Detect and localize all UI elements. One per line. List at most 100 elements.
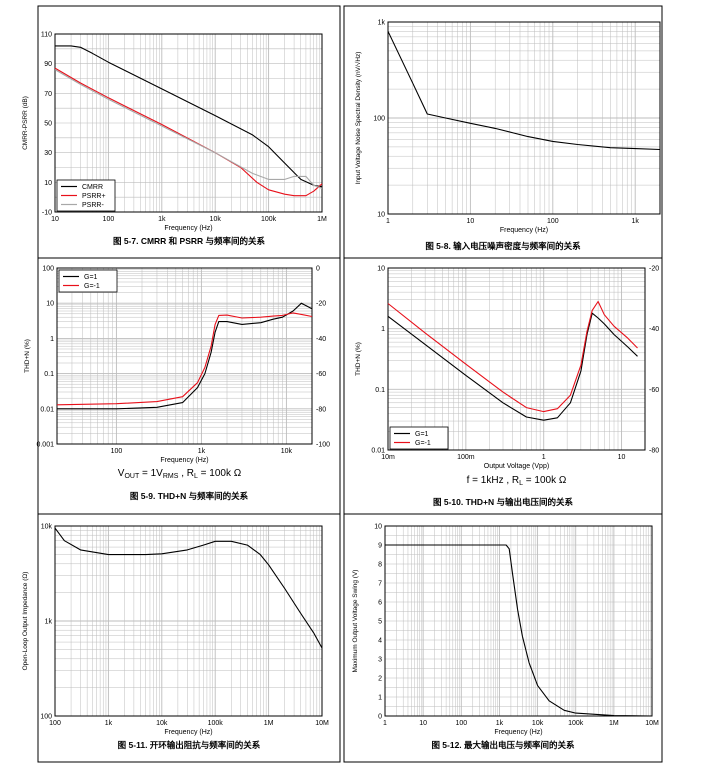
x-tick-label: 100 (547, 218, 559, 225)
y-tick-label: 10 (44, 180, 52, 187)
gridlines (56, 267, 313, 445)
plot-frame (54, 525, 323, 717)
y-tick-label: 0.01 (40, 406, 54, 413)
y-tick-label: 8 (378, 562, 382, 569)
y-axis-label: CMRR-PSRR (dB) (22, 96, 29, 150)
legend-box (389, 426, 449, 450)
chart-4: 10m 100m 1 10 0.01 0.1 1 10 -80 -60 -40 -20 Output V… (355, 266, 659, 508)
y-tick-label: 1 (381, 326, 385, 333)
y-tick-label: 3 (378, 657, 382, 664)
x-tick-label: 100m (457, 454, 475, 461)
series-line-g-1 (387, 300, 638, 413)
chart-1: 10 100 1k 10k 100k 1M-101030507090110Frequenc… (22, 32, 327, 247)
plot-frame (384, 525, 653, 717)
y-tick-label: 100 (373, 116, 385, 123)
x-tick-label: 100k (568, 720, 584, 727)
y-tick-label: 10 (377, 212, 385, 219)
legend-entry: G=-1 (415, 440, 431, 447)
x-tick-label: 1k (496, 720, 504, 727)
y-tick-label: 1k (45, 619, 53, 626)
x-tick-label: 10 (419, 720, 427, 727)
x-tick-label: 10m (381, 454, 395, 461)
x-tick-label: 1 (542, 454, 546, 461)
figure-cell-border (343, 513, 663, 763)
series-line-psrr- (54, 69, 323, 189)
y-tick-label: 110 (41, 32, 52, 39)
x-tick-label: 1M (317, 216, 327, 223)
y2-tick-label: -40 (649, 326, 659, 333)
plot-frame (54, 33, 323, 213)
y2-tick-label: -20 (649, 266, 659, 273)
y-tick-label: -10 (42, 210, 52, 217)
x-tick-label: 10 (618, 454, 626, 461)
y2-tick-label: -20 (316, 301, 326, 308)
series-line-g-1 (387, 312, 638, 421)
x-tick-label: 1 (386, 218, 390, 225)
x-tick-label: 100 (111, 448, 123, 455)
legend: G=1 G=-1 (389, 426, 449, 450)
y-axis-label: Open-Loop Output Impedance (Ω) (22, 572, 29, 671)
x-tick-label: 1k (105, 720, 113, 727)
plot-frame (387, 21, 661, 215)
x-tick-label: 1k (158, 216, 166, 223)
x-tick-label: 100 (49, 720, 61, 727)
figure-caption: 图 5-11. 开环输出阻抗与频率间的关系 (118, 740, 261, 750)
y-tick-label: 90 (44, 61, 52, 68)
x-axis-label: Frequency (Hz) (160, 457, 208, 464)
x-tick-label: 10 (467, 218, 475, 225)
y-tick-label: 9 (378, 543, 382, 550)
legend: CMRR PSRR+ PSRR- (56, 179, 116, 212)
gridlines (387, 267, 646, 451)
x-tick-label: 1k (631, 218, 639, 225)
legend-entry: G=1 (84, 274, 98, 281)
y-tick-label: 0.001 (36, 442, 54, 449)
figure-caption: 图 5-10. THD+N 与输出电压间的关系 (433, 497, 574, 507)
x-axis-label: Frequency (Hz) (494, 729, 542, 736)
figure-cell-border (37, 513, 341, 763)
series-line-g-1 (57, 302, 313, 410)
conditions-note: f = 1kHz , RL = 100k Ω (467, 475, 567, 487)
legend-box (58, 269, 118, 293)
x-tick-label: 100k (208, 720, 224, 727)
y-axis-label: Input Voltage Noise Spectral Density (nV… (354, 52, 362, 185)
figure-cell-border (37, 5, 341, 259)
x-tick-label: 1 (383, 720, 387, 727)
plot-frame (387, 267, 646, 451)
series-line-psrr- (54, 67, 323, 197)
x-tick-label: 10k (532, 720, 544, 727)
series-line-curve (385, 544, 653, 717)
gridlines (54, 525, 323, 717)
x-tick-label: 1k (198, 448, 206, 455)
y-tick-label: 10k (41, 524, 53, 531)
y-tick-label: 1 (50, 336, 54, 343)
x-tick-label: 10 (51, 216, 59, 223)
gridlines (384, 525, 653, 717)
x-tick-label: 10k (210, 216, 222, 223)
y-tick-label: 4 (378, 638, 382, 645)
chart-6: 1 10 100 1k 10k 100k 1M 10M012345678910Frequenc… (352, 524, 659, 751)
legend-entry: G=-1 (84, 283, 100, 290)
x-tick-label: 1M (264, 720, 274, 727)
legend: G=1 G=-1 (58, 269, 118, 293)
y2-tick-label: -100 (316, 442, 330, 449)
x-axis-label: Frequency (Hz) (500, 227, 548, 234)
y-tick-label: 10 (374, 524, 382, 531)
figure-caption: 图 5-8. 输入电压噪声密度与频率间的关系 (425, 241, 581, 251)
x-tick-label: 10k (281, 448, 293, 455)
y-tick-label: 6 (378, 600, 382, 607)
chart-5: 100 1k 10k 100k 1M 10M 100 1k 10k Frequency (Hz) O… (22, 524, 329, 751)
series-line-curve (387, 31, 661, 151)
series-line-g-1 (56, 312, 313, 406)
legend-entry: PSRR+ (82, 193, 106, 200)
plot-frame (56, 267, 313, 445)
y-axis-label: THD+N (%) (355, 342, 362, 376)
y-axis-label: THD+N (%) (24, 339, 31, 373)
y-tick-label: 0 (378, 714, 382, 721)
x-tick-label: 10k (156, 720, 168, 727)
y2-tick-label: -60 (316, 371, 326, 378)
y-tick-label: 7 (378, 581, 382, 588)
x-tick-label: 1M (609, 720, 619, 727)
chart-3: 100 1k 10k 0.001 0.01 0.1 1 10 100 -100 -80 -60 -40 -… (24, 266, 330, 502)
